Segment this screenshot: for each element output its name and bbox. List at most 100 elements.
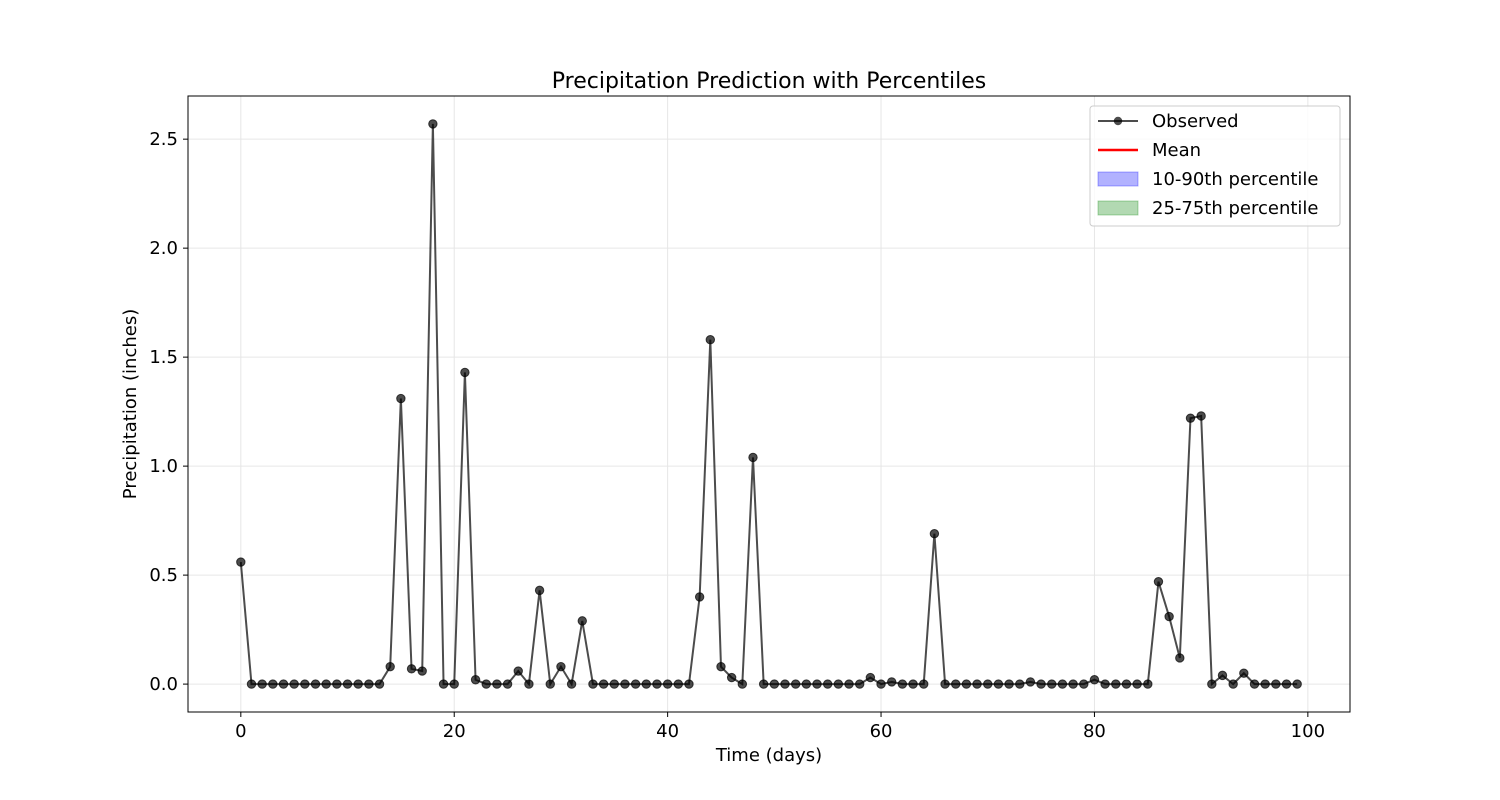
observed-point (961, 679, 972, 689)
observed-point (1004, 679, 1014, 689)
observed-point (769, 679, 780, 689)
x-axis-label: Time (days) (715, 745, 822, 766)
observed-point (1015, 679, 1025, 689)
observed-point (897, 679, 908, 689)
observed-point (470, 675, 481, 685)
observed-point (673, 679, 684, 689)
observed-point (993, 679, 1004, 689)
observed-point (876, 679, 886, 689)
observed-point (1100, 679, 1110, 689)
observed-point (534, 585, 545, 596)
observed-point (705, 334, 716, 345)
observed-point (652, 679, 662, 689)
observed-point (790, 679, 801, 689)
observed-point (1079, 679, 1089, 689)
observed-point (289, 679, 299, 689)
observed-point (1228, 679, 1238, 689)
observed-point (417, 666, 427, 676)
x-tick-label: 40 (656, 721, 679, 742)
legend-label: 25-75th percentile (1152, 198, 1319, 219)
observed-point (1153, 576, 1164, 587)
observed-point (833, 679, 844, 689)
observed-point (1132, 679, 1142, 689)
observed-point (321, 679, 331, 689)
observed-point (983, 679, 993, 689)
observed-point (1249, 679, 1260, 689)
observed-point (684, 679, 694, 689)
observed-point (801, 679, 812, 689)
observed-point (577, 616, 587, 626)
observed-point (748, 452, 758, 463)
observed-point (374, 679, 385, 689)
observed-point (854, 679, 865, 689)
observed-point (940, 679, 950, 689)
legend-patch-swatch (1097, 200, 1139, 216)
observed-point (1121, 679, 1132, 689)
observed-point (1260, 679, 1270, 689)
observed-point (609, 679, 619, 689)
observed-point (887, 677, 897, 687)
observed-point (1185, 413, 1196, 423)
observed-point (364, 679, 374, 689)
observed-point (342, 679, 353, 689)
y-tick-label: 1.0 (149, 456, 178, 477)
legend-label: Mean (1152, 140, 1201, 161)
observed-point (481, 679, 491, 689)
observed-point (919, 679, 929, 689)
observed-point (951, 679, 961, 689)
observed-point (716, 661, 726, 672)
observed-point (1089, 675, 1100, 685)
observed-point (662, 679, 673, 689)
chart-title: Precipitation Prediction with Percentile… (552, 69, 986, 94)
observed-point (780, 679, 790, 689)
legend-label: Observed (1152, 111, 1239, 132)
observed-point (310, 679, 321, 689)
observed-point (460, 367, 470, 378)
observed-point (1281, 679, 1292, 689)
observed-point (524, 679, 534, 689)
observed-point (737, 679, 748, 689)
observed-point (1057, 679, 1068, 689)
observed-point (1025, 677, 1036, 687)
observed-point (332, 679, 342, 689)
observed-series-line (239, 123, 1298, 688)
observed-point (865, 672, 876, 683)
observed-point (1036, 679, 1046, 689)
observed-point (1068, 679, 1078, 689)
observed-point (385, 661, 395, 672)
plot-frame (187, 95, 1351, 713)
observed-point (1175, 653, 1185, 663)
observed-point (1143, 679, 1153, 689)
x-tick-label: 100 (1291, 721, 1325, 742)
observed-point (598, 679, 609, 689)
legend-box (1089, 105, 1341, 227)
observed-point (502, 679, 513, 689)
y-tick-label: 1.5 (149, 347, 178, 368)
observed-point (492, 679, 502, 689)
observed-point (246, 679, 257, 689)
observed-point (396, 393, 406, 404)
legend-label: 10-90th percentile (1152, 169, 1319, 190)
legend-observed-marker (1113, 116, 1123, 126)
observed-point (428, 119, 438, 129)
observed-point (1239, 668, 1249, 678)
observed-point (566, 679, 577, 689)
observed-point (438, 679, 449, 689)
observed-point (694, 592, 705, 602)
observed-point (545, 679, 555, 689)
observed-point (758, 679, 769, 689)
series-layer (236, 119, 1302, 689)
observed-point (353, 679, 363, 689)
y-tick-label: 0.0 (149, 674, 178, 695)
observed-point (620, 679, 630, 689)
observed-point (406, 664, 417, 674)
x-tick-label: 20 (443, 721, 466, 742)
x-tick-label: 60 (870, 721, 893, 742)
observed-point (1217, 670, 1228, 681)
observed-point (556, 661, 566, 672)
observed-point (278, 679, 289, 689)
y-tick-label: 2.5 (149, 129, 178, 150)
observed-point (822, 679, 833, 689)
observed-point (929, 528, 940, 539)
